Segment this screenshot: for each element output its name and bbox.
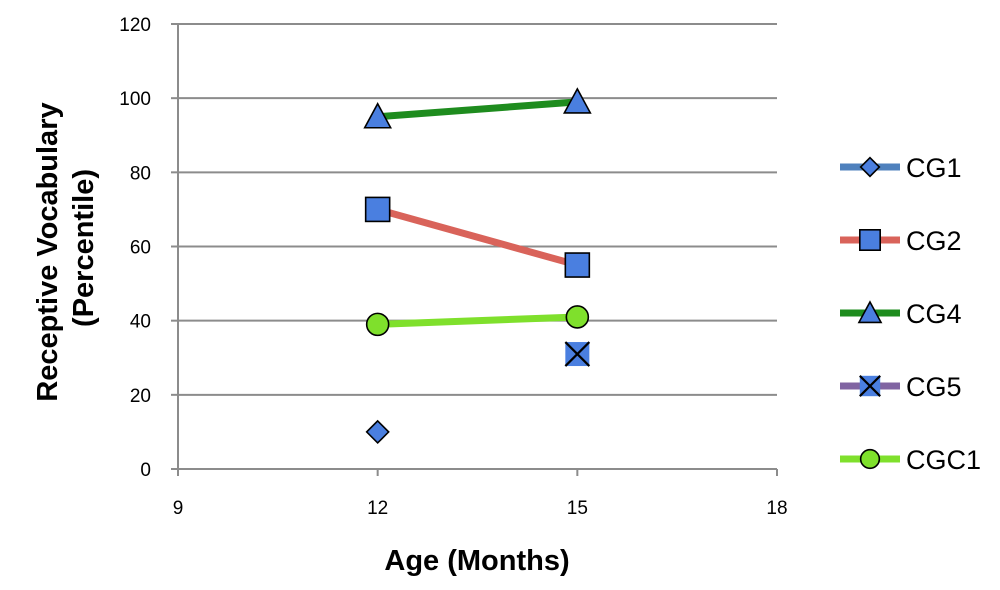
series-cg4 bbox=[363, 87, 592, 129]
y-tick-label: 120 bbox=[119, 15, 151, 36]
series-cg1 bbox=[365, 419, 390, 445]
legend: CG1 CG2 CG4 CG5 CGC1 bbox=[840, 153, 981, 475]
series-line-cg2 bbox=[376, 206, 579, 269]
y-axis-title: Receptive Vocabulary (Percentile) bbox=[32, 94, 100, 401]
legend-marker-cg5 bbox=[859, 375, 881, 397]
data-point-cg5 bbox=[564, 341, 591, 367]
data-point-cg5-stroke bbox=[564, 341, 591, 367]
x-tick-label: 15 bbox=[567, 498, 588, 519]
series-line-cgc1 bbox=[377, 313, 578, 328]
legend-label-cg1: CG1 bbox=[906, 153, 962, 183]
tick-labels: 0 20 40 60 80 100 120 9 12 15 18 bbox=[119, 15, 787, 519]
data-point-cg4 bbox=[562, 87, 592, 114]
y-tick-label: 100 bbox=[119, 89, 151, 110]
axes bbox=[177, 24, 777, 470]
series-layer bbox=[363, 87, 592, 445]
series-cg5 bbox=[564, 341, 591, 367]
y-tick-label: 0 bbox=[140, 460, 151, 481]
data-point-cg2 bbox=[364, 196, 391, 223]
data-point-cgc1 bbox=[565, 305, 590, 329]
legend-label-cg4: CG4 bbox=[906, 299, 962, 329]
y-tick-label: 20 bbox=[130, 386, 151, 407]
series-cg2 bbox=[364, 196, 591, 278]
grid bbox=[171, 23, 778, 476]
legend-label-cg2: CG2 bbox=[906, 226, 962, 256]
x-axis-title: Age (Months) bbox=[384, 545, 569, 577]
legend-marker-cg4 bbox=[857, 300, 883, 324]
x-tick-label: 9 bbox=[173, 498, 184, 519]
legend-label-cg5: CG5 bbox=[906, 372, 962, 402]
legend-item-cg1: CG1 bbox=[840, 153, 962, 183]
data-point-cg4 bbox=[363, 102, 393, 129]
legend-item-cgc1: CGC1 bbox=[840, 445, 981, 475]
legend-item-cg5: CG5 bbox=[840, 372, 962, 402]
legend-item-cg4: CG4 bbox=[840, 299, 962, 329]
y-tick-label: 60 bbox=[130, 238, 151, 259]
x-tick-label: 12 bbox=[367, 498, 388, 519]
data-point-cgc1 bbox=[365, 312, 390, 337]
series-cgc1 bbox=[365, 305, 590, 337]
y-tick-label: 80 bbox=[130, 163, 151, 184]
legend-marker-cg2 bbox=[858, 229, 881, 252]
y-axis-title-line-1: Receptive Vocabulary bbox=[32, 102, 64, 401]
legend-label-cgc1: CGC1 bbox=[906, 445, 981, 475]
series-line-cg4 bbox=[377, 98, 578, 121]
legend-marker-cg5-stroke bbox=[859, 375, 881, 397]
legend-marker-cgc1 bbox=[859, 448, 881, 470]
legend-item-cg2: CG2 bbox=[840, 226, 962, 256]
legend-marker-cg1 bbox=[859, 156, 881, 178]
y-tick-label: 40 bbox=[130, 312, 151, 333]
y-axis-title-line-2: (Percentile) bbox=[68, 169, 100, 327]
x-tick-label: 18 bbox=[766, 498, 787, 519]
data-point-cg2 bbox=[564, 252, 591, 278]
data-point-cg1 bbox=[365, 419, 390, 445]
